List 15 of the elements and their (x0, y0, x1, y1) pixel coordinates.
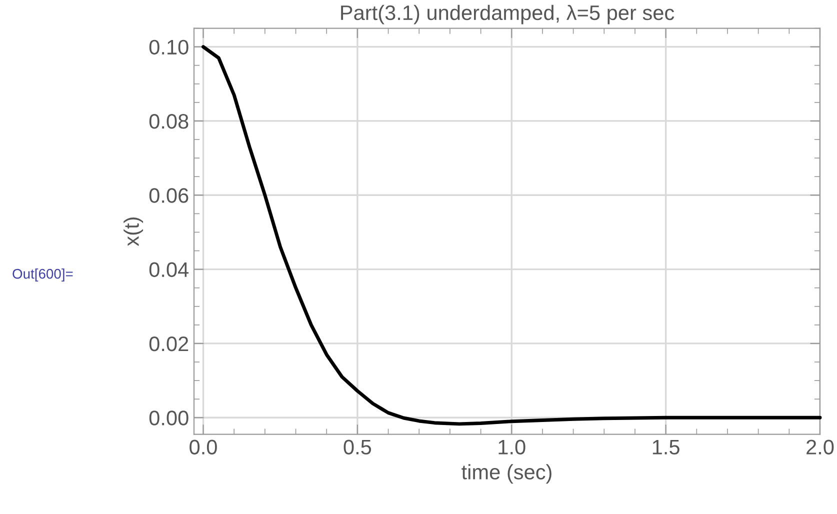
x-tick-label: 2.0 (806, 440, 834, 454)
text: Out[600]= (12, 268, 73, 282)
x-axis-title: time (sec) (462, 464, 552, 484)
y-tick-label: 0.06 (149, 188, 188, 203)
chart-title: Part(3.1) underdamped, λ=5 per sec (341, 4, 674, 24)
y-tick-label: 0.04 (149, 262, 189, 278)
y-axis-title: x(t) (124, 218, 144, 246)
x-tick-label: 1.0 (498, 440, 526, 454)
y-tick-label: 0.10 (149, 40, 188, 55)
x-tick-label: 1.5 (652, 440, 680, 454)
x-tick-label: 0.0 (190, 440, 217, 454)
y-tick-label: 0.02 (149, 336, 188, 352)
y-tick-label: 0.08 (149, 114, 188, 129)
y-tick-label: 0.00 (149, 410, 188, 426)
x-tick-label: 0.5 (344, 440, 372, 454)
